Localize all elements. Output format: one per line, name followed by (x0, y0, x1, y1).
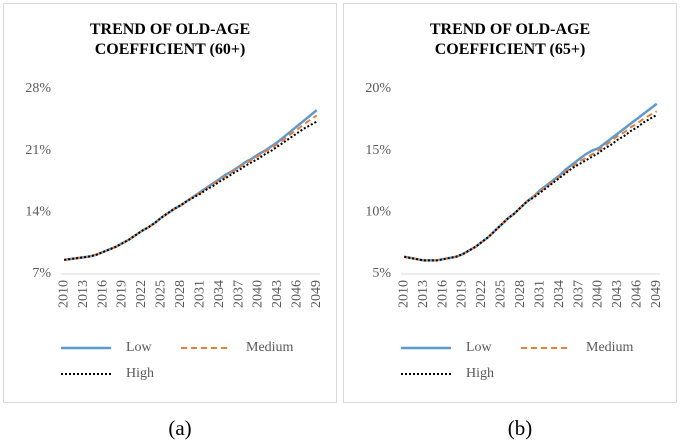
chart: 5% 10% 15% 20% 2010 2013 2016 2019 2022 2025 2028 2… (365, 81, 664, 381)
x-tick-label: 2037 (231, 280, 246, 308)
x-tick-label: 2046 (290, 280, 305, 308)
series-line (64, 114, 318, 261)
legend-label: Medium (246, 340, 294, 355)
y-tick-label: 21% (25, 143, 51, 158)
chart-title: TREND OF OLD-AGE COEFFICIENT (65+) (429, 21, 591, 58)
x-tick-label: 2049 (649, 280, 664, 308)
y-tick-label: 10% (365, 205, 391, 220)
x-tick-label: 2028 (173, 280, 188, 308)
y-tick-label: 14% (25, 205, 51, 220)
x-tick-label: 2043 (270, 280, 285, 308)
x-tick-label: 2028 (513, 280, 528, 308)
legend-label: Low (466, 340, 493, 355)
series-line (64, 120, 318, 261)
x-tick-label: 2034 (212, 280, 227, 308)
series-line (404, 114, 658, 262)
x-tick-label: 2025 (154, 280, 169, 308)
x-tick-label: 2040 (591, 280, 606, 308)
y-tick-label: 20% (365, 81, 391, 96)
x-tick-label: 2034 (552, 280, 567, 308)
caption: (a) (168, 416, 192, 440)
y-tick-label: 7% (32, 266, 51, 281)
y-tick-label: 5% (372, 266, 391, 281)
legend-label: Medium (586, 340, 634, 355)
x-tick-label: 2031 (192, 280, 207, 308)
x-tick-label: 2037 (571, 280, 586, 308)
x-tick-label: 2016 (435, 280, 450, 308)
x-tick-label: 2013 (416, 280, 431, 308)
x-tick-label: 2031 (532, 280, 547, 308)
x-tick-label: 2010 (396, 280, 411, 308)
x-tick-label: 2016 (95, 280, 110, 308)
x-tick-label: 2010 (56, 280, 71, 308)
chart: 7% 14% 21% 28% 2010 2013 2016 2019 2022 2025 2028 2… (25, 81, 324, 381)
x-tick-label: 2013 (76, 280, 91, 308)
x-tick-label: 2049 (309, 280, 324, 308)
legend-label: High (126, 366, 154, 381)
series-line (404, 110, 658, 262)
x-tick-label: 2046 (630, 280, 645, 308)
x-tick-label: 2043 (610, 280, 625, 308)
title-box: TREND OF OLD-AGE COEFFICIENT (60+) (4, 20, 336, 60)
chart-panel: 7% 14% 21% 28% 2010 2013 2016 2019 2022 2025 2028 2… (3, 3, 337, 403)
legend-label: High (466, 366, 494, 381)
caption: (b) (507, 416, 533, 440)
chart-panel: 5% 10% 15% 20% 2010 2013 2016 2019 2022 2025 2028 2… (343, 3, 677, 403)
x-tick-label: 2025 (494, 280, 509, 308)
x-tick-label: 2019 (115, 280, 130, 308)
y-tick-label: 15% (365, 143, 391, 158)
x-tick-label: 2022 (134, 280, 149, 308)
x-tick-label: 2019 (455, 280, 470, 308)
x-tick-label: 2040 (251, 280, 266, 308)
x-tick-label: 2022 (474, 280, 489, 308)
series-line (404, 102, 658, 262)
title-box: TREND OF OLD-AGE COEFFICIENT (65+) (344, 20, 676, 60)
chart-title: TREND OF OLD-AGE COEFFICIENT (60+) (89, 21, 251, 58)
legend-label: Low (126, 340, 153, 355)
y-tick-label: 28% (25, 81, 51, 96)
series-line (64, 109, 318, 262)
